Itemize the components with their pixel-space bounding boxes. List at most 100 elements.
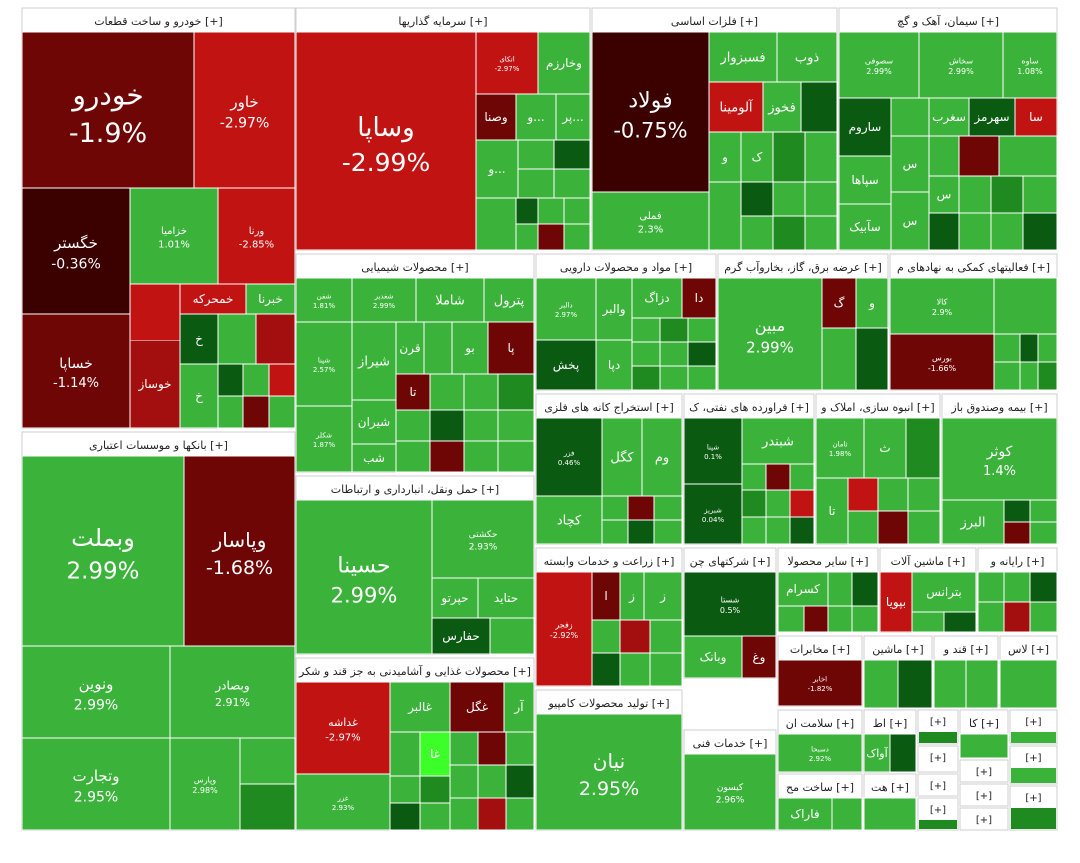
tile-rect[interactable] [929,176,959,213]
tile[interactable] [1019,333,1039,363]
tile-rect[interactable] [601,495,629,521]
tile-rect[interactable] [789,516,815,545]
tile-rect[interactable] [505,764,535,799]
tile-rect[interactable] [958,175,992,214]
tile-rect[interactable] [536,496,602,544]
sector-title[interactable]: محصولات غذایی و آشامیدنی به جز قند و شکر… [298,664,531,678]
tile-rect[interactable] [537,197,565,225]
tile-rect[interactable] [839,156,891,204]
sector-title[interactable]: بیمه وصندوق باز [+] [950,401,1047,414]
tile-rect[interactable] [591,652,621,687]
tile-rect[interactable] [684,484,742,544]
tile-rect[interactable] [429,440,465,473]
tile[interactable] [928,135,960,177]
tile-rect[interactable] [856,278,888,328]
tile-rect[interactable] [449,764,479,799]
tile-rect[interactable] [352,444,396,472]
tile[interactable]: وپارس 2.98% [170,738,240,830]
tile-rect[interactable] [642,418,682,496]
tile[interactable]: حکشتی 2.93% [432,500,534,578]
tile-rect[interactable] [653,495,683,521]
sector-title[interactable]: سلامت ان [+] [786,717,854,730]
tile-rect[interactable] [217,395,244,429]
tile[interactable] [958,212,992,251]
tile[interactable]: پترول [484,278,534,322]
tile[interactable]: ز [620,572,644,620]
tile[interactable]: مبین 2.99% [718,278,822,390]
tile[interactable]: فسبزوار [709,32,777,82]
tile-rect[interactable] [891,136,929,192]
tile-rect[interactable] [22,738,170,830]
tile[interactable] [537,197,565,225]
sector-title[interactable]: ماشین آلات [+] [891,554,966,568]
tile[interactable] [740,215,774,251]
tile-rect[interactable] [592,32,709,192]
tile[interactable] [631,365,661,391]
tile[interactable] [268,395,296,429]
tile[interactable] [993,277,1058,335]
tile-rect[interactable] [687,341,717,367]
tile[interactable] [741,463,767,491]
tile-rect[interactable] [644,572,682,620]
tile[interactable]: وبانک [684,636,742,678]
tile[interactable]: و [709,132,741,182]
tile-rect[interactable] [22,188,130,314]
tile[interactable] [653,519,683,545]
tile[interactable] [477,731,507,766]
tile-rect[interactable] [1003,571,1031,603]
minor-sector[interactable]: [+] [959,783,1009,807]
tile-rect[interactable] [476,32,538,94]
tile-rect[interactable] [998,135,1058,177]
tile-rect[interactable] [839,98,891,156]
tile[interactable] [998,135,1058,177]
tile-rect[interactable] [789,463,815,491]
sector-title[interactable]: رایانه و [+] [990,555,1045,568]
tile[interactable] [239,783,296,831]
minor-sector-expand[interactable]: [+] [1025,793,1041,804]
tile[interactable] [999,659,1058,709]
tile-rect[interactable] [505,731,535,766]
tile-rect[interactable] [827,605,853,633]
tile[interactable] [255,313,296,365]
tile[interactable] [1022,212,1058,251]
minor-sector[interactable]: [+] [917,709,959,745]
tile[interactable] [889,733,917,773]
tile[interactable] [477,764,507,799]
tile-rect[interactable] [905,417,941,479]
tile-rect[interactable] [741,489,767,518]
tile[interactable] [847,477,879,512]
tile-rect[interactable] [891,192,929,250]
tile-rect[interactable] [912,572,976,612]
tile-rect[interactable] [653,519,683,545]
minor-sector-expand[interactable]: [+] [930,805,946,816]
tile-rect[interactable] [389,775,421,804]
tile-rect[interactable] [821,327,857,391]
tile-rect[interactable] [180,284,246,314]
tile-rect[interactable] [709,132,741,182]
tile[interactable]: خبرنا [246,284,295,314]
tile[interactable] [489,617,535,655]
tile[interactable] [619,652,651,687]
tile[interactable] [449,731,479,766]
tile-rect[interactable] [687,365,717,391]
tile-rect[interactable] [742,418,814,464]
tile[interactable] [958,135,1000,177]
tile-rect[interactable] [851,605,879,633]
tile[interactable] [827,571,853,607]
tile-rect[interactable] [390,682,450,732]
tile-rect[interactable] [429,409,465,442]
tile[interactable] [907,510,941,545]
tile[interactable] [239,737,296,785]
sector-title[interactable]: ماشین [+] [872,643,923,656]
tile[interactable]: آلومینا [709,82,763,132]
sector-title[interactable]: کا [+] [969,717,999,730]
sector-title[interactable]: ساخت مح [+] [786,781,854,794]
tile[interactable] [505,731,535,766]
tile[interactable] [907,477,941,512]
tile[interactable] [977,601,1005,633]
tile-rect[interactable] [449,797,479,831]
